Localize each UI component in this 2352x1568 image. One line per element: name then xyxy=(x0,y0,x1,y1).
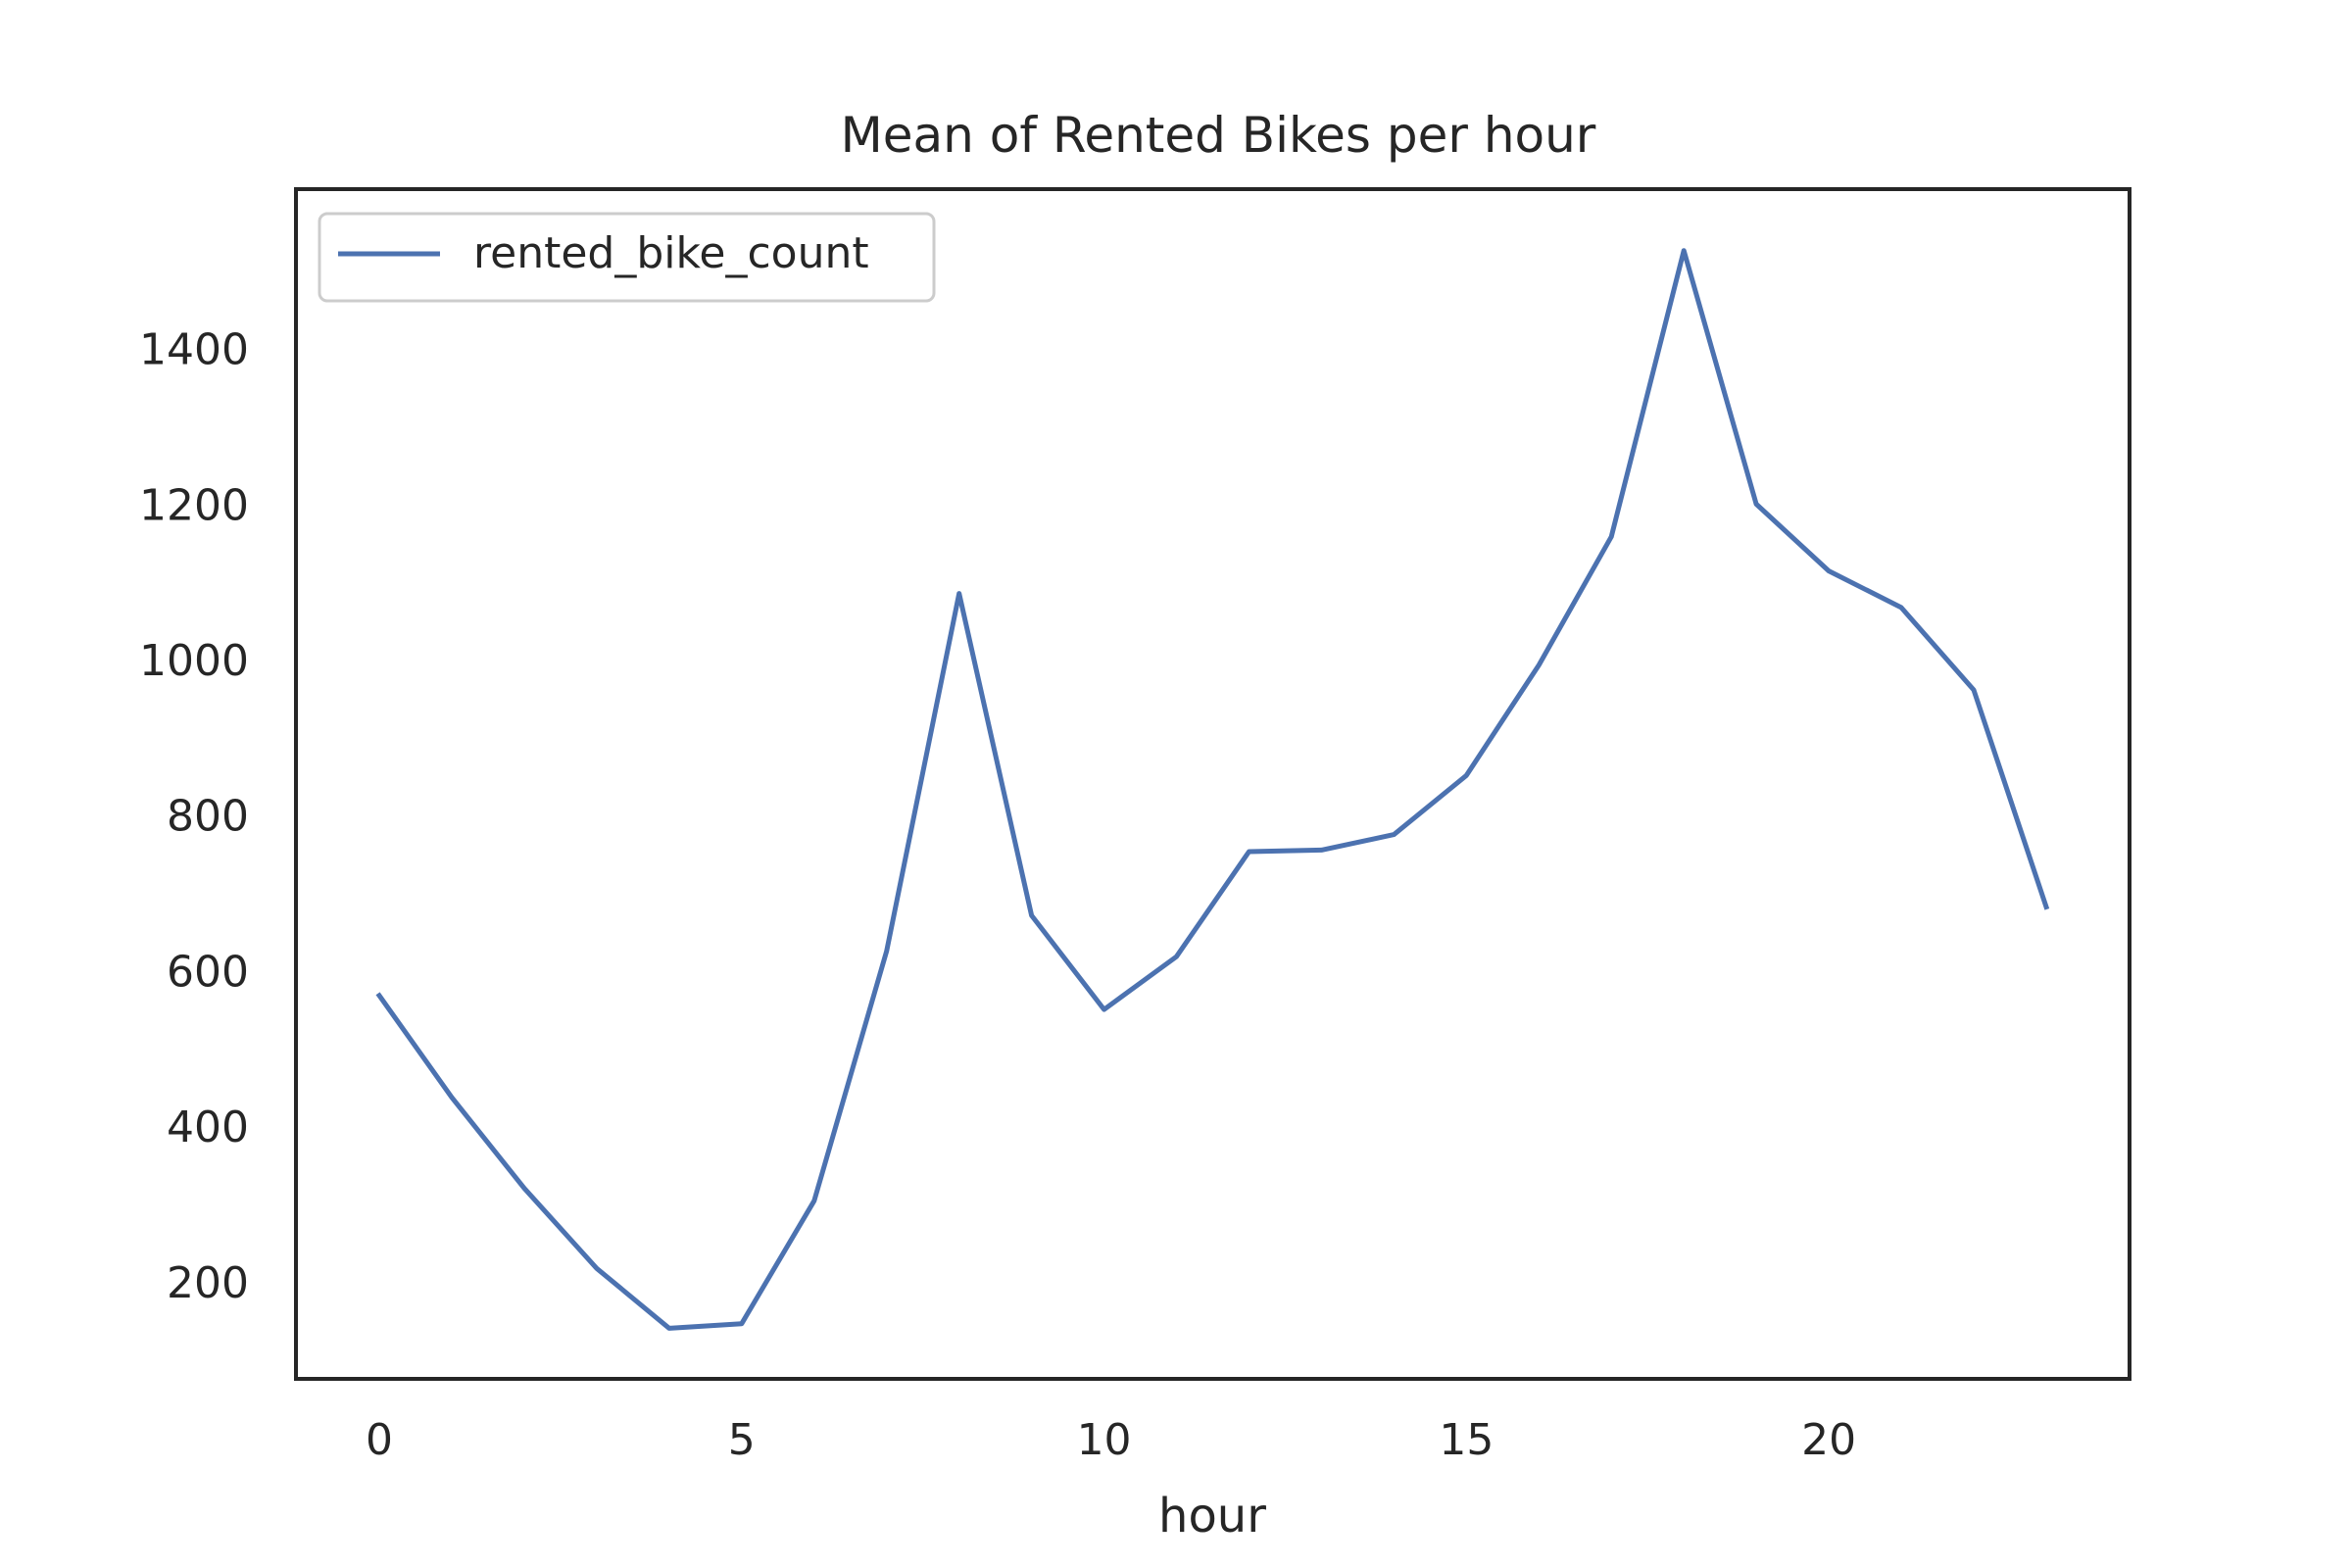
y-tick-label: 200 xyxy=(167,1258,249,1308)
x-tick-label: 15 xyxy=(1439,1415,1494,1465)
x-axis-ticks: 0 5 10 15 20 xyxy=(366,1415,1856,1465)
legend-box xyxy=(318,212,936,303)
x-tick-label: 20 xyxy=(1801,1415,1856,1465)
legend-label: rented_bike_count xyxy=(473,228,869,278)
y-tick-label: 400 xyxy=(167,1102,249,1152)
legend: rented_bike_count xyxy=(318,212,936,303)
y-tick-label: 1400 xyxy=(139,325,249,375)
x-tick-label: 10 xyxy=(1077,1415,1132,1465)
series-lines xyxy=(375,248,2050,1331)
plot-area-frame xyxy=(294,187,2132,1381)
y-tick-label: 800 xyxy=(167,792,249,842)
x-tick-label: 5 xyxy=(728,1415,756,1465)
y-tick-label: 1200 xyxy=(139,480,249,530)
series-line-rented_bike_count xyxy=(375,248,2050,1331)
y-axis-ticks: 200 400 600 800 1000 1200 1400 xyxy=(139,325,249,1308)
y-tick-label: 1000 xyxy=(139,636,249,686)
x-tick-label: 0 xyxy=(366,1415,393,1465)
chart-title: Mean of Rented Bikes per hour xyxy=(841,107,1596,164)
x-axis-title: hour xyxy=(1158,1489,1266,1544)
y-tick-label: 600 xyxy=(167,947,249,997)
